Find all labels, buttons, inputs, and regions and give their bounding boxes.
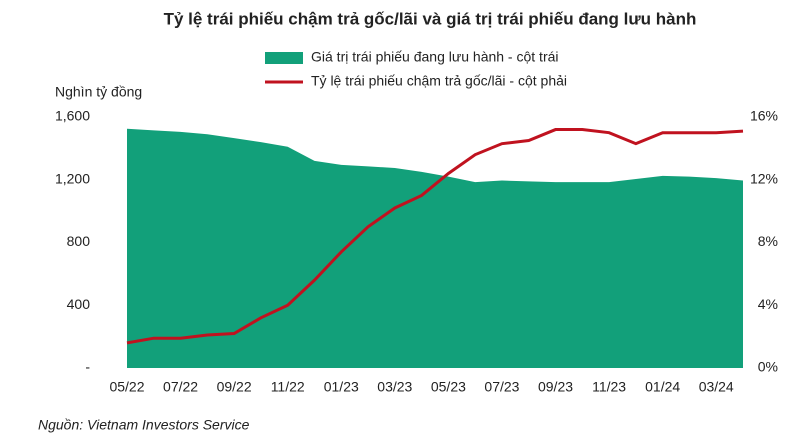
- x-tick-label: 07/23: [484, 379, 519, 395]
- x-tick-label: 01/24: [645, 379, 680, 395]
- x-tick-label: 05/22: [109, 379, 144, 395]
- y-tick-label: -: [85, 359, 90, 375]
- x-tick-label: 03/24: [699, 379, 734, 395]
- line: [126, 128, 744, 345]
- x-tick-label: 05/23: [431, 379, 466, 395]
- y2-tick-label: 4%: [758, 296, 778, 312]
- source: Nguồn: Vietnam Investors Service: [38, 417, 250, 433]
- x-tick-label: 09/22: [217, 379, 252, 395]
- y2-tick-label: 8%: [758, 233, 778, 249]
- x-tick-label: 03/23: [377, 379, 412, 395]
- x-tick-label: 07/22: [163, 379, 198, 395]
- x-tick-label: 01/23: [324, 379, 359, 395]
- y-axis-label: Nghìn tỷ đồng: [55, 84, 142, 100]
- y-tick-label: 1,200: [55, 170, 90, 186]
- y-tick-label: 800: [67, 233, 91, 249]
- x-tick-label: 11/22: [271, 379, 305, 395]
- legend-swatch: [265, 52, 303, 64]
- y-tick-label: 1,600: [55, 108, 90, 124]
- legend-label: Tỷ lệ trái phiếu chậm trả gốc/lãi - cột …: [311, 73, 567, 89]
- y-tick-label: 400: [67, 296, 91, 312]
- chart-title: Tỷ lệ trái phiếu chậm trả gốc/lãi và giá…: [164, 9, 697, 28]
- legend-label: Giá trị trái phiếu đang lưu hành - cột t…: [311, 49, 559, 65]
- x-tick-label: 11/23: [592, 379, 626, 395]
- y2-tick-label: 16%: [750, 108, 778, 124]
- x-tick-label: 09/23: [538, 379, 573, 395]
- y2-tick-label: 0%: [758, 359, 778, 375]
- y2-tick-label: 12%: [750, 170, 778, 186]
- area: [127, 128, 743, 368]
